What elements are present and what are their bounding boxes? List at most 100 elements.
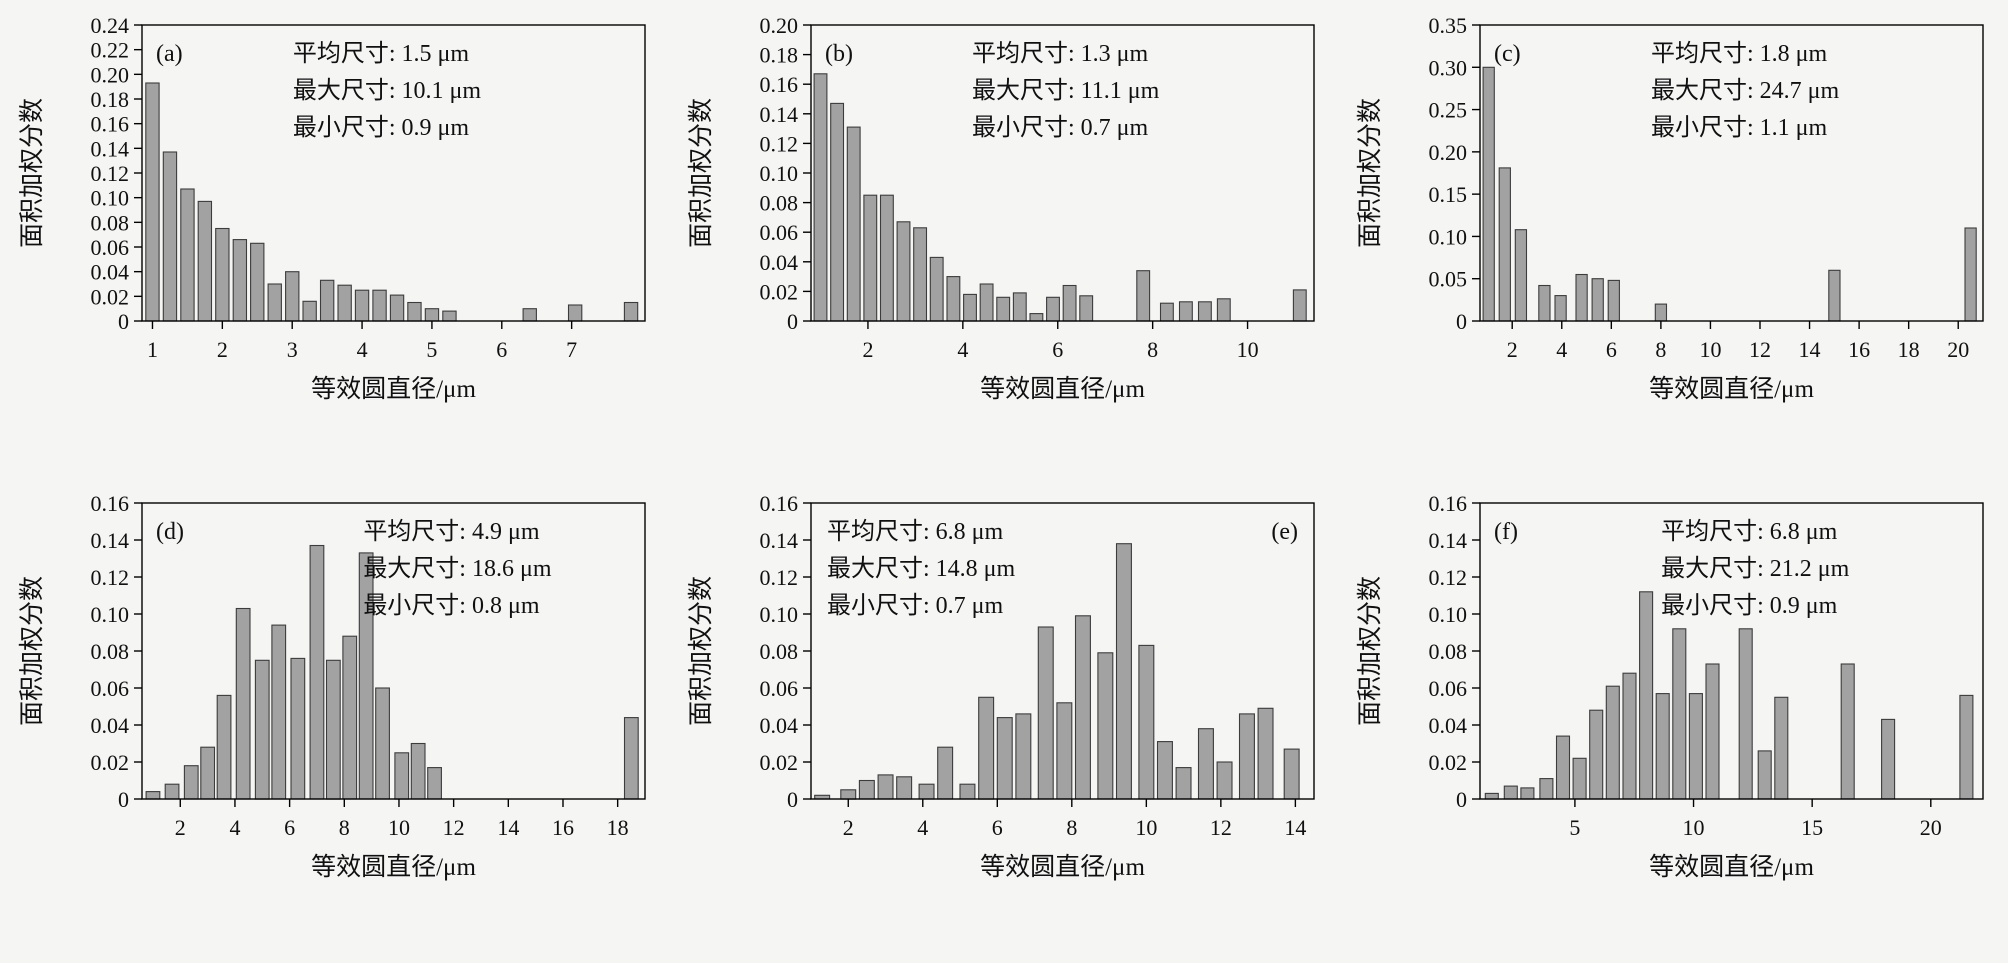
histogram-bar bbox=[254, 659, 270, 800]
chart-a-histogram: 00.020.040.060.080.100.120.140.160.180.2… bbox=[18, 13, 646, 403]
x-tick-label: 8 bbox=[1655, 337, 1666, 362]
histogram-bar bbox=[1197, 301, 1212, 322]
y-tick-label: 0.08 bbox=[91, 210, 130, 235]
y-axis-title: 面积加权分数 bbox=[18, 98, 46, 248]
histogram-bar bbox=[1575, 273, 1588, 322]
x-axis-title: 等效圆直径/μm bbox=[311, 375, 476, 403]
histogram-bar bbox=[522, 308, 537, 322]
y-axis-title: 面积加权分数 bbox=[1356, 576, 1384, 726]
histogram-bar bbox=[1238, 713, 1255, 800]
histogram-bar bbox=[937, 746, 954, 800]
y-tick-label: 0.10 bbox=[91, 186, 130, 211]
x-tick-label: 6 bbox=[1606, 337, 1617, 362]
x-tick-label: 4 bbox=[357, 337, 368, 362]
x-tick-label: 8 bbox=[1066, 815, 1077, 840]
histogram-bar bbox=[407, 301, 422, 322]
panel-label: (d) bbox=[156, 519, 184, 545]
x-tick-label: 10 bbox=[1237, 337, 1259, 362]
y-tick-label: 0.16 bbox=[760, 491, 799, 516]
y-tick-label: 0.05 bbox=[1429, 267, 1468, 292]
panel-label: (b) bbox=[825, 41, 853, 67]
histogram-bar bbox=[394, 752, 410, 800]
y-tick-label: 0.10 bbox=[1429, 602, 1468, 627]
stat-annotation: 最大尺寸: 10.1 μm bbox=[293, 77, 482, 104]
histogram-bar bbox=[996, 717, 1013, 800]
y-tick-label: 0.14 bbox=[1429, 528, 1468, 553]
stat-annotation: 最小尺寸: 0.8 μm bbox=[363, 592, 540, 619]
histogram-bar bbox=[145, 82, 160, 322]
stat-annotation: 平均尺寸: 1.8 μm bbox=[1651, 40, 1828, 67]
x-tick-label: 6 bbox=[1052, 337, 1063, 362]
histogram-bar bbox=[978, 696, 995, 800]
histogram-bar bbox=[1037, 626, 1054, 800]
chart-panel-c: 0 0.05 0.10 0.15 0.20 0.25 0.30 0.35 2 4 6 8 10 12 14 1… bbox=[1338, 3, 2007, 481]
x-tick-label: 15 bbox=[1801, 815, 1823, 840]
y-tick-label: 0.02 bbox=[91, 750, 130, 775]
histogram-bar bbox=[145, 791, 161, 800]
histogram-bar bbox=[846, 126, 861, 322]
histogram-bar bbox=[1964, 227, 1977, 322]
histogram-bar bbox=[1705, 663, 1720, 800]
y-tick-label: 0 bbox=[118, 787, 129, 812]
histogram-bar bbox=[567, 304, 583, 322]
stat-annotation: 最小尺寸: 0.7 μm bbox=[827, 592, 1004, 619]
x-axis-title: 等效圆直径/μm bbox=[311, 853, 476, 881]
histogram-bar bbox=[1484, 792, 1499, 800]
chart-panel-b: 0 0.02 0.04 0.06 0.08 0.10 0.12 0.14 0.16 0.18 0.2… bbox=[669, 3, 1338, 481]
x-tick-label: 4 bbox=[917, 815, 928, 840]
y-tick-label: 0.08 bbox=[760, 639, 799, 664]
y-tick-label: 0.14 bbox=[91, 528, 130, 553]
histogram-bar bbox=[1159, 302, 1174, 322]
y-tick-label: 0.12 bbox=[760, 565, 799, 590]
histogram-bar bbox=[1156, 741, 1173, 800]
y-tick-label: 0.12 bbox=[760, 131, 799, 156]
histogram-bar bbox=[946, 276, 961, 322]
x-tick-label: 20 bbox=[1947, 337, 1969, 362]
stat-annotation: 平均尺寸: 6.8 μm bbox=[1661, 518, 1838, 545]
histogram-bar bbox=[354, 289, 370, 322]
histogram-bar bbox=[1097, 652, 1114, 800]
plot-frame bbox=[1479, 24, 1984, 322]
x-tick-label: 12 bbox=[1210, 815, 1232, 840]
histogram-bar bbox=[913, 227, 928, 322]
histogram-bar bbox=[996, 296, 1011, 322]
histogram-bar bbox=[1012, 292, 1027, 322]
chart-panel-e: 0 0.02 0.04 0.06 0.08 0.10 0.12 0.14 0.16 2 4 6 8 10 1… bbox=[669, 481, 1338, 959]
histogram-bar bbox=[813, 73, 828, 322]
histogram-bar bbox=[863, 194, 878, 322]
histogram-bar bbox=[1589, 709, 1604, 800]
histogram-bar bbox=[285, 271, 300, 322]
histogram-bar bbox=[235, 607, 251, 800]
y-tick-label: 0.20 bbox=[760, 13, 799, 38]
y-tick-label: 0.16 bbox=[91, 491, 130, 516]
chart-c-histogram: 0 0.05 0.10 0.15 0.20 0.25 0.30 0.35 2 4 6 8 10 12 14 1… bbox=[1356, 13, 1984, 403]
histogram-bar bbox=[1672, 628, 1687, 800]
y-tick-label: 0.02 bbox=[760, 279, 799, 304]
x-tick-label: 10 bbox=[388, 815, 410, 840]
x-tick-label: 3 bbox=[287, 337, 298, 362]
stat-annotation: 最大尺寸: 11.1 μm bbox=[972, 77, 1160, 104]
histogram-bar bbox=[389, 294, 405, 322]
panel-label: (a) bbox=[156, 41, 183, 67]
chart-e-histogram: 0 0.02 0.04 0.06 0.08 0.10 0.12 0.14 0.16 2 4 6 8 10 1… bbox=[687, 491, 1315, 881]
x-tick-label: 16 bbox=[1848, 337, 1870, 362]
x-tick-label: 6 bbox=[496, 337, 507, 362]
histogram-bar bbox=[337, 284, 352, 322]
stat-annotation: 最大尺寸: 14.8 μm bbox=[827, 555, 1016, 582]
histogram-bar bbox=[1115, 543, 1132, 800]
histogram-bar bbox=[840, 789, 857, 800]
chart-panel-d: 0 0.02 0.04 0.06 0.08 0.10 0.12 0.14 0.16 2 4 6 8 10 1… bbox=[0, 481, 669, 959]
histogram-bar bbox=[623, 717, 639, 800]
histogram-bar bbox=[1482, 66, 1495, 322]
x-tick-label: 12 bbox=[443, 815, 465, 840]
x-tick-label: 2 bbox=[862, 337, 873, 362]
histogram-bar bbox=[896, 776, 913, 800]
stat-annotation: 最大尺寸: 18.6 μm bbox=[363, 555, 552, 582]
histogram-bar bbox=[1292, 289, 1307, 322]
plot-frame bbox=[1479, 502, 1984, 800]
histogram-bar bbox=[197, 200, 213, 322]
histogram-bar bbox=[375, 687, 390, 800]
histogram-bar bbox=[271, 624, 287, 800]
y-tick-label: 0 bbox=[1456, 309, 1467, 334]
y-axis-title: 面积加权分数 bbox=[687, 98, 715, 248]
